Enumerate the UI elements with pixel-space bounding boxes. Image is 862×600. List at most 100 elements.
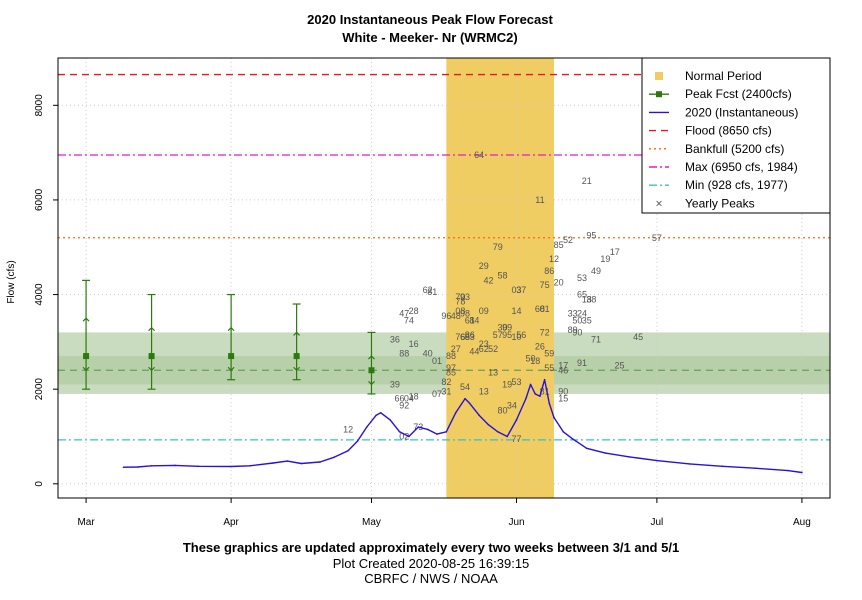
series-2020-point xyxy=(426,428,429,431)
yearly-peak-label: 18 xyxy=(409,391,419,401)
x-tick-label: Jun xyxy=(508,517,524,528)
yearly-peak-label: 62 xyxy=(479,344,489,354)
yearly-peak-label: 30 xyxy=(497,323,507,333)
series-2020-point xyxy=(347,449,349,452)
series-2020-point xyxy=(525,397,527,400)
yearly-peak-label: 81 xyxy=(427,287,437,297)
yearly-peak-label: 37 xyxy=(516,285,526,295)
series-2020-point xyxy=(787,469,789,472)
series-2020-point xyxy=(389,419,391,421)
yearly-peak-label: 39 xyxy=(390,379,400,389)
yearly-peak-label: 36 xyxy=(390,335,400,345)
series-2020-point xyxy=(754,467,756,469)
y-tick-label: 2000 xyxy=(34,378,45,401)
yearly-peak-label: 02 xyxy=(399,431,409,441)
series-2020-line xyxy=(123,379,802,474)
legend-swatch-x: × xyxy=(655,196,662,210)
yearly-peak-label: 95 xyxy=(586,230,596,240)
legend-label: Max (6950 cfs, 1984) xyxy=(685,160,798,174)
yearly-peak-label: 95 xyxy=(502,330,512,340)
legend-label: Normal Period xyxy=(685,69,762,83)
forecast-median-marker xyxy=(83,353,90,360)
legend-label: Peak Fcst (2400cfs) xyxy=(685,87,792,101)
footer-created: Plot Created 2020-08-25 16:39:15 xyxy=(332,556,530,571)
series-2020-point xyxy=(585,447,588,450)
yearly-peak-label: 66 xyxy=(395,394,405,404)
y-tick-label: 6000 xyxy=(34,188,45,211)
yearly-peak-label: 65 xyxy=(460,332,470,342)
series-2020-point xyxy=(454,412,457,414)
yearly-peak-label: 31 xyxy=(441,387,451,397)
forecast-p25-marker xyxy=(293,331,301,336)
yearly-peak-label: 20 xyxy=(554,278,564,288)
yearly-peak-label: 47 xyxy=(399,308,409,318)
forecast-p25-marker xyxy=(82,317,90,322)
yearly-peak-label: 77 xyxy=(512,434,522,444)
yearly-peak-label: 79 xyxy=(493,242,503,252)
yearly-peak-label: 68 xyxy=(535,304,545,314)
series-2020-point xyxy=(553,416,555,419)
yearly-peak-label: 18 xyxy=(530,356,540,366)
series-2020-point xyxy=(366,426,368,428)
legend-label: Yearly Peaks xyxy=(685,196,755,210)
yearly-peak-label: 70 xyxy=(455,292,465,302)
normal-period-band xyxy=(446,58,554,498)
yearly-peak-label: 85 xyxy=(554,240,564,250)
yearly-peak-label: 57 xyxy=(493,330,503,340)
yearly-peak-label: 13 xyxy=(479,387,489,397)
series-2020-point xyxy=(272,462,275,464)
yearly-peak-label: 50 xyxy=(526,353,536,363)
forecast-p75-marker xyxy=(148,366,156,372)
yearly-peak-label: 71 xyxy=(591,335,601,345)
yearly-peak-label: 13 xyxy=(488,368,498,378)
y-axis-label: Flow (cfs) xyxy=(6,260,17,303)
series-2020-point xyxy=(464,397,466,400)
yearly-peak-label: 50 xyxy=(572,316,582,326)
forecast-p75-marker xyxy=(293,366,301,372)
series-2020-point xyxy=(436,433,438,435)
yearly-peak-label: 62 xyxy=(423,285,433,295)
yearly-peak-label: 23 xyxy=(479,339,489,349)
series-2020-point xyxy=(628,456,630,458)
yearly-peak-label: 91 xyxy=(577,358,587,368)
x-tick-label: Jul xyxy=(650,517,663,528)
series-2020-point xyxy=(468,402,471,405)
yearly-peak-label: 84 xyxy=(469,316,479,326)
series-2020-point xyxy=(688,463,691,465)
footer-credit: CBRFC / NWS / NOAA xyxy=(364,571,498,586)
yearly-peak-label: 99 xyxy=(502,323,512,333)
series-2020-point xyxy=(333,456,335,459)
legend-swatch-marker xyxy=(656,91,662,98)
footer-note: These graphics are updated approximately… xyxy=(182,540,680,555)
yearly-peak-label: 90 xyxy=(558,387,568,397)
yearly-peak-label: 14 xyxy=(512,306,522,316)
yearly-peak-label: 82 xyxy=(441,377,451,387)
yearly-peak-label: 55 xyxy=(544,363,554,373)
yearly-peak-label: 27 xyxy=(451,344,461,354)
x-tick-label: Apr xyxy=(223,517,239,528)
yearly-peak-label: 76 xyxy=(455,332,465,342)
forecast-p25-marker xyxy=(148,326,156,332)
forecast-median-marker xyxy=(368,367,375,374)
series-2020-point xyxy=(398,430,401,433)
series-2020-point xyxy=(534,393,537,395)
forecast-p75-marker xyxy=(227,366,235,372)
series-2020-point xyxy=(136,466,139,468)
yearly-peak-label: 58 xyxy=(497,271,507,281)
series-2020-point xyxy=(319,461,321,463)
yearly-peak-label: 98 xyxy=(460,308,470,318)
legend-swatch-square xyxy=(655,72,663,80)
forecast-median-marker xyxy=(228,353,235,360)
series-2020-point xyxy=(721,465,724,468)
x-tick-label: May xyxy=(362,517,381,528)
yearly-peak-label: 44 xyxy=(469,346,479,356)
series-2020-point xyxy=(122,466,125,469)
forecast-p25-marker xyxy=(227,326,235,332)
yearly-peak-label: 07 xyxy=(432,389,442,399)
series-2020-point xyxy=(356,440,359,443)
series-2020-point xyxy=(197,465,200,468)
legend: Normal Period Peak Fcst (2400cfs) 2020 (In… xyxy=(641,57,831,214)
yearly-peak-label: 56 xyxy=(516,330,526,340)
yearly-peak-label: 12 xyxy=(343,424,353,434)
